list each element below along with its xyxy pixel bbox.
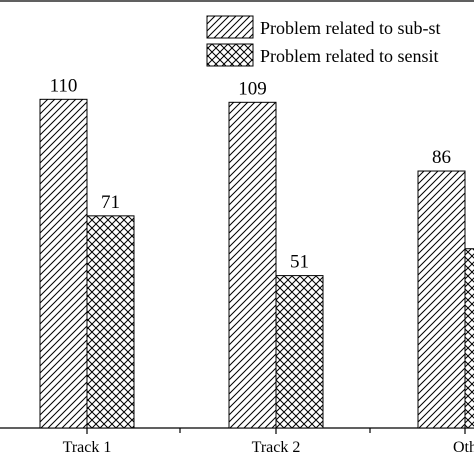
x-tick-label-2: Oth [453, 439, 474, 456]
data-label-0-2: 86 [432, 147, 451, 168]
legend-swatch-1 [206, 43, 254, 67]
bar-sensit-0 [86, 215, 135, 429]
x-tick-label-0: Track 1 [63, 439, 112, 456]
plot-area: 110 71 Track 1 109 51 Track 2 86 Oth [0, 0, 474, 456]
bar-sensit-1 [275, 275, 324, 429]
data-label-0-1: 109 [238, 78, 267, 99]
data-label-0-0: 110 [50, 75, 78, 96]
bar-sub-st-1 [228, 101, 277, 429]
data-label-1-1: 51 [290, 252, 309, 273]
bar-sensit-2 [464, 248, 474, 429]
legend-swatch-0 [206, 15, 254, 39]
legend: Problem related to sub-st Problem related… [206, 15, 440, 67]
bar-sub-st-2 [417, 170, 466, 429]
bar-sub-st-0 [39, 98, 88, 429]
data-label-1-0: 71 [101, 192, 120, 213]
legend-label-1: Problem related to sensit [260, 46, 438, 66]
x-tick-label-1: Track 2 [252, 439, 301, 456]
legend-label-0: Problem related to sub-st [260, 18, 440, 38]
